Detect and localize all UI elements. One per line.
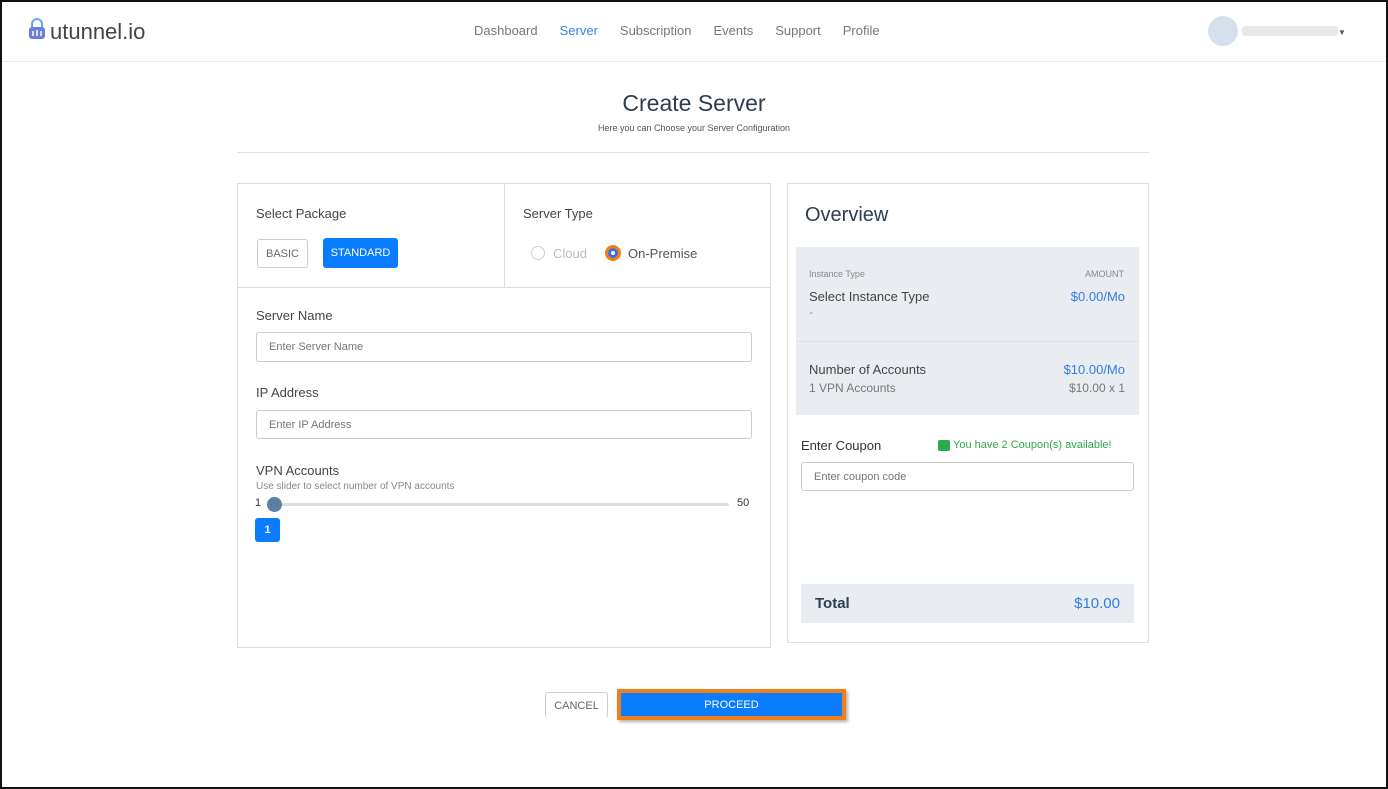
overview-title: Overview	[805, 204, 889, 226]
vpn-slider-handle[interactable]	[267, 497, 282, 512]
ip-address-label: IP Address	[256, 385, 319, 400]
divider	[796, 341, 1139, 342]
cloud-label[interactable]: Cloud	[553, 246, 587, 261]
on-premise-radio[interactable]	[605, 245, 621, 261]
package-label: Select Package	[256, 206, 347, 221]
brand-name: utunnel.io	[50, 19, 146, 44]
coupon-input[interactable]	[801, 462, 1134, 491]
coupon-icon	[938, 439, 950, 451]
accounts-amount: $10.00/Mo	[1063, 362, 1125, 377]
brand-logo[interactable]: utunnel.io	[28, 18, 145, 46]
total-row	[801, 584, 1134, 623]
accounts-label: Number of Accounts	[809, 362, 927, 377]
instance-type-header: Instance Type	[809, 269, 865, 279]
nav-events[interactable]: Events	[713, 23, 754, 38]
page-subtitle: Here you can Choose your Server Configur…	[597, 123, 791, 133]
basic-package-button[interactable]: BASIC	[257, 239, 308, 268]
coupon-available-link[interactable]: You have 2 Coupon(s) available!	[938, 439, 1112, 451]
cancel-button[interactable]: CANCEL	[545, 692, 608, 718]
nav-dashboard[interactable]: Dashboard	[474, 23, 538, 38]
nav-support[interactable]: Support	[775, 23, 821, 38]
server-name-input[interactable]	[256, 332, 752, 362]
slider-value-tooltip: 1	[255, 518, 280, 542]
nav-server[interactable]: Server	[559, 23, 598, 38]
server-name-label: Server Name	[256, 308, 333, 323]
lock-icon	[28, 18, 46, 46]
vpn-accounts-label: VPN Accounts	[256, 463, 340, 478]
vpn-slider-track[interactable]	[268, 503, 729, 506]
slider-min: 1	[255, 497, 262, 509]
accounts-count: 1 VPN Accounts	[809, 381, 896, 395]
amount-header: AMOUNT	[1085, 269, 1124, 279]
server-type-label: Server Type	[523, 206, 593, 221]
ip-address-input[interactable]	[256, 410, 752, 439]
divider	[237, 152, 1149, 153]
top-header	[2, 2, 1386, 62]
divider	[504, 183, 505, 287]
overview-summary	[796, 247, 1139, 415]
total-value: $10.00	[1074, 595, 1120, 612]
instance-type-label: Select Instance Type	[809, 289, 930, 304]
instance-amount: $0.00/Mo	[1070, 289, 1125, 304]
on-premise-label[interactable]: On-Premise	[628, 246, 698, 261]
main-nav: Dashboard Server Subscription Events Sup…	[474, 23, 880, 38]
coupon-available-text: You have 2 Coupon(s) available!	[953, 439, 1112, 451]
vpn-accounts-hint: Use slider to select number of VPN accou…	[256, 481, 455, 492]
standard-package-button[interactable]: STANDARD	[323, 238, 398, 268]
slider-max: 50	[737, 497, 750, 509]
user-avatar[interactable]	[1208, 16, 1238, 46]
nav-subscription[interactable]: Subscription	[619, 23, 692, 38]
instance-type-value: -	[809, 305, 813, 319]
user-name-blurred[interactable]	[1242, 26, 1338, 36]
coupon-label: Enter Coupon	[801, 438, 882, 453]
cloud-radio[interactable]	[531, 246, 545, 260]
nav-profile[interactable]: Profile	[842, 23, 880, 38]
caret-down-icon[interactable]: ▼	[1338, 28, 1346, 37]
divider	[237, 287, 771, 288]
total-label: Total	[815, 595, 850, 612]
proceed-button[interactable]: PROCEED	[617, 689, 846, 720]
accounts-calc: $10.00 x 1	[1068, 381, 1125, 395]
page-title: Create Server	[622, 90, 766, 116]
